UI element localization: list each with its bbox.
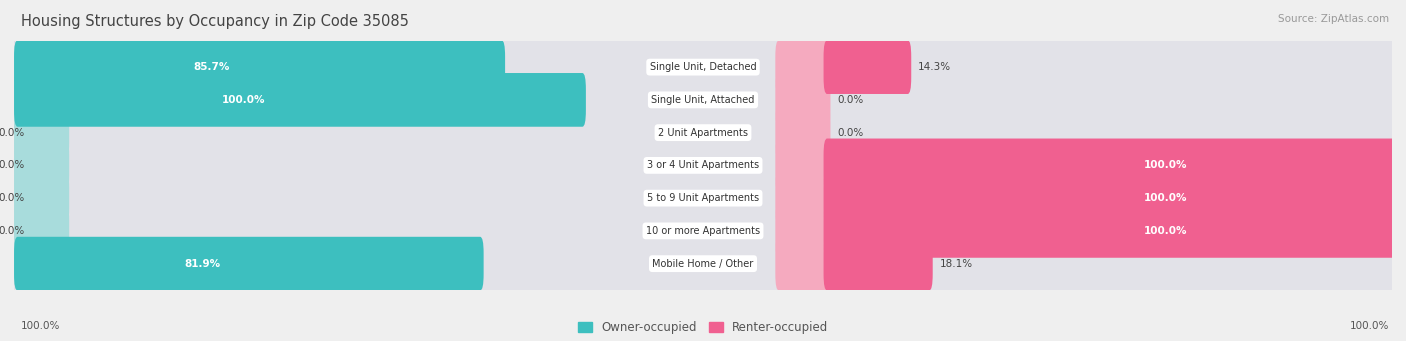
FancyBboxPatch shape [13, 226, 1393, 302]
Text: 18.1%: 18.1% [939, 258, 973, 269]
Text: 3 or 4 Unit Apartments: 3 or 4 Unit Apartments [647, 160, 759, 170]
FancyBboxPatch shape [14, 237, 484, 291]
FancyBboxPatch shape [13, 29, 1393, 105]
Text: 0.0%: 0.0% [0, 160, 24, 170]
Text: 0.0%: 0.0% [0, 128, 24, 138]
FancyBboxPatch shape [14, 171, 69, 225]
FancyBboxPatch shape [824, 204, 1395, 258]
Text: 0.0%: 0.0% [838, 128, 863, 138]
FancyBboxPatch shape [824, 138, 1395, 192]
FancyBboxPatch shape [14, 204, 69, 258]
FancyBboxPatch shape [13, 62, 1393, 138]
FancyBboxPatch shape [775, 106, 831, 160]
FancyBboxPatch shape [775, 237, 831, 291]
Text: 100.0%: 100.0% [222, 95, 266, 105]
FancyBboxPatch shape [775, 138, 831, 192]
FancyBboxPatch shape [824, 237, 932, 291]
Text: 2 Unit Apartments: 2 Unit Apartments [658, 128, 748, 138]
Text: Single Unit, Detached: Single Unit, Detached [650, 62, 756, 72]
FancyBboxPatch shape [13, 193, 1393, 269]
FancyBboxPatch shape [14, 138, 69, 192]
FancyBboxPatch shape [14, 73, 69, 127]
FancyBboxPatch shape [775, 171, 831, 225]
FancyBboxPatch shape [775, 40, 831, 94]
Text: 100.0%: 100.0% [1350, 321, 1389, 331]
Text: Mobile Home / Other: Mobile Home / Other [652, 258, 754, 269]
Text: 100.0%: 100.0% [1144, 160, 1188, 170]
FancyBboxPatch shape [13, 95, 1393, 170]
Text: 0.0%: 0.0% [0, 226, 24, 236]
Text: 85.7%: 85.7% [193, 62, 229, 72]
Text: Single Unit, Attached: Single Unit, Attached [651, 95, 755, 105]
Text: Source: ZipAtlas.com: Source: ZipAtlas.com [1278, 14, 1389, 24]
Text: 14.3%: 14.3% [918, 62, 952, 72]
FancyBboxPatch shape [13, 128, 1393, 203]
Text: 0.0%: 0.0% [838, 95, 863, 105]
Text: 100.0%: 100.0% [1144, 226, 1188, 236]
FancyBboxPatch shape [14, 237, 69, 291]
FancyBboxPatch shape [13, 160, 1393, 236]
FancyBboxPatch shape [824, 40, 911, 94]
Text: 100.0%: 100.0% [21, 321, 60, 331]
Text: 5 to 9 Unit Apartments: 5 to 9 Unit Apartments [647, 193, 759, 203]
Text: 100.0%: 100.0% [1144, 193, 1188, 203]
FancyBboxPatch shape [14, 73, 586, 127]
Text: 0.0%: 0.0% [0, 193, 24, 203]
Text: 10 or more Apartments: 10 or more Apartments [645, 226, 761, 236]
FancyBboxPatch shape [824, 171, 1395, 225]
FancyBboxPatch shape [14, 40, 69, 94]
Legend: Owner-occupied, Renter-occupied: Owner-occupied, Renter-occupied [572, 316, 834, 339]
FancyBboxPatch shape [775, 73, 831, 127]
Text: 81.9%: 81.9% [184, 258, 221, 269]
FancyBboxPatch shape [775, 204, 831, 258]
FancyBboxPatch shape [14, 40, 505, 94]
FancyBboxPatch shape [14, 106, 69, 160]
Text: Housing Structures by Occupancy in Zip Code 35085: Housing Structures by Occupancy in Zip C… [21, 14, 409, 29]
